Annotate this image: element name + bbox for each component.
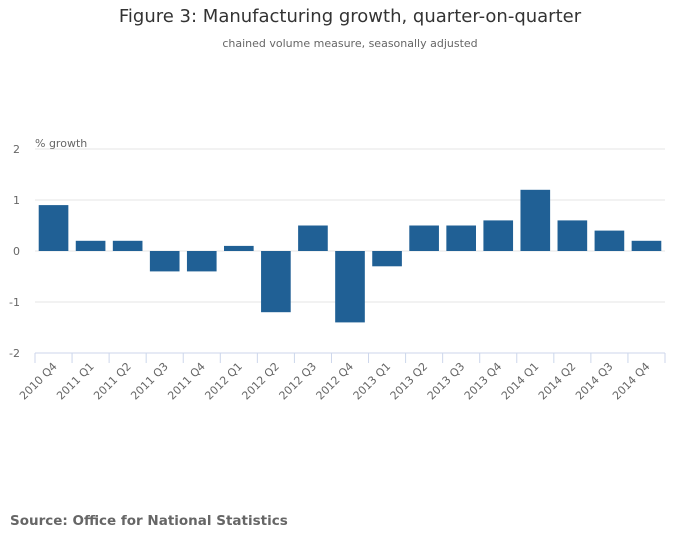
x-tick-label: 2014 Q2 — [536, 360, 579, 403]
bar — [594, 230, 625, 251]
bars — [38, 189, 662, 323]
x-tick-label: 2010 Q4 — [17, 360, 60, 403]
x-tick-label: 2013 Q3 — [425, 360, 468, 403]
x-tick-label: 2012 Q1 — [202, 360, 245, 403]
bar — [224, 245, 254, 251]
bar — [372, 251, 402, 267]
x-tick-label: 2011 Q2 — [91, 360, 134, 403]
bar — [446, 225, 476, 251]
bar — [409, 225, 439, 251]
x-tick-label: 2012 Q2 — [239, 360, 282, 403]
y-axis-label: % growth — [35, 137, 87, 150]
x-tick-label: 2011 Q1 — [54, 360, 97, 403]
bar — [149, 251, 180, 272]
chart-subtitle: chained volume measure, seasonally adjus… — [222, 37, 478, 50]
y-tick-label: 1 — [13, 194, 20, 207]
bar — [261, 251, 291, 313]
x-tick-label: 2012 Q4 — [314, 360, 357, 403]
x-tick-label: 2012 Q3 — [277, 360, 320, 403]
y-tick-label: 0 — [13, 245, 20, 258]
x-tick-label: 2013 Q1 — [351, 360, 394, 403]
x-tick-label: 2013 Q4 — [462, 360, 505, 403]
x-tick-label: 2014 Q3 — [573, 360, 616, 403]
bar — [38, 205, 69, 251]
bar — [631, 240, 662, 251]
bar — [186, 251, 217, 272]
x-tick-label: 2011 Q3 — [128, 360, 171, 403]
y-axis: 2 1 0 -1 -2 — [9, 143, 20, 360]
bar — [75, 240, 106, 251]
y-tick-label: -2 — [9, 347, 20, 360]
bar — [520, 189, 551, 251]
source-note: Source: Office for National Statistics — [10, 513, 288, 529]
bar — [298, 225, 328, 251]
x-tick-label: 2014 Q4 — [610, 360, 653, 403]
bar — [483, 220, 514, 251]
y-tick-label: -1 — [9, 296, 20, 309]
x-tick-label: 2011 Q4 — [165, 360, 208, 403]
bar — [112, 240, 143, 251]
bar — [335, 251, 365, 323]
x-tick-label: 2013 Q2 — [388, 360, 431, 403]
x-tick-label: 2014 Q1 — [499, 360, 542, 403]
bar — [557, 220, 588, 251]
y-tick-label: 2 — [13, 143, 20, 156]
chart-title: Figure 3: Manufacturing growth, quarter-… — [118, 6, 582, 27]
